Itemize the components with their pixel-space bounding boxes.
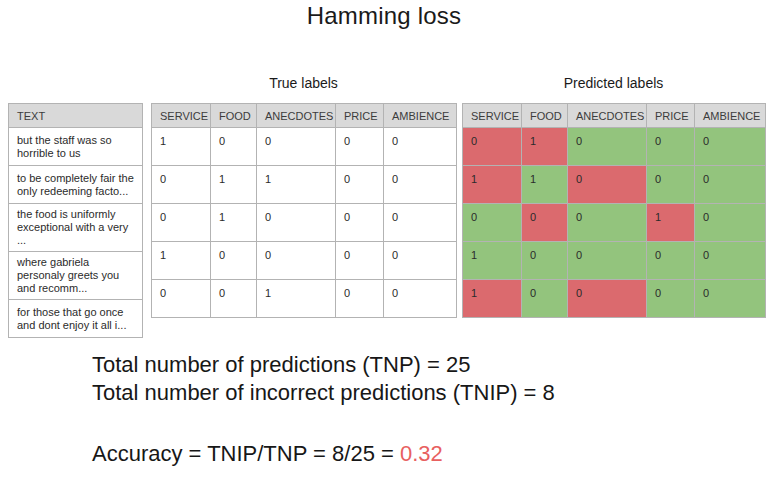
predicted-table-row: 00010 [463, 204, 766, 242]
true-label-cell: 0 [152, 166, 211, 204]
true-label-cell: 0 [257, 204, 336, 242]
text-column-header: TEXT [9, 104, 143, 128]
true-label-cell: 0 [384, 204, 457, 242]
summary-block: Total number of predictions (TNP) = 25 T… [92, 351, 555, 468]
predicted-column-header-ambience: AMBIENCE [695, 104, 766, 128]
predicted-label-cell-incorrect: 1 [463, 166, 522, 204]
predicted-label-cell-correct: 0 [695, 166, 766, 204]
true-label-cell: 0 [257, 242, 336, 280]
text-cell: for those that go once and dont enjoy it… [9, 300, 143, 338]
true-table-row: 10000 [152, 128, 457, 166]
predicted-label-cell-correct: 1 [522, 166, 568, 204]
true-label-cell: 0 [384, 166, 457, 204]
text-table-row: but the staff was so horrible to us [9, 128, 143, 166]
text-table-row: to be completely fair the only redeeming… [9, 166, 143, 204]
true-label-cell: 0 [211, 242, 257, 280]
predicted-label-cell-correct: 0 [463, 204, 522, 242]
predicted-label-cell-incorrect: 1 [522, 128, 568, 166]
true-label-cell: 0 [384, 242, 457, 280]
true-label-cell: 0 [336, 166, 384, 204]
true-label-cell: 1 [211, 166, 257, 204]
accuracy-formula: Accuracy = TNIP/TNP = 8/25 = [92, 441, 400, 466]
predicted-label-cell-incorrect: 1 [647, 204, 695, 242]
predicted-labels-table: SERVICEFOODANECDOTESPRICEAMBIENCE 010001… [462, 103, 766, 318]
predicted-label-cell-correct: 0 [522, 242, 568, 280]
tnip-line: Total number of incorrect predictions (T… [92, 379, 555, 407]
text-cell: but the staff was so horrible to us [9, 128, 143, 166]
true-table-row: 10000 [152, 242, 457, 280]
predicted-label-cell-incorrect: 0 [463, 128, 522, 166]
predicted-label-cell-correct: 0 [647, 280, 695, 318]
true-label-cell: 1 [211, 204, 257, 242]
predicted-table-row: 10000 [463, 280, 766, 318]
true-labels-heading: True labels [151, 75, 456, 91]
true-label-cell: 0 [152, 204, 211, 242]
accuracy-line: Accuracy = TNIP/TNP = 8/25 = 0.32 [92, 440, 555, 468]
predicted-label-cell-correct: 1 [463, 242, 522, 280]
true-label-cell: 0 [257, 128, 336, 166]
true-label-cell: 0 [211, 128, 257, 166]
predicted-label-cell-incorrect: 0 [522, 204, 568, 242]
true-label-cell: 0 [211, 280, 257, 318]
text-table-row: the food is uniformly exceptional with a… [9, 204, 143, 252]
predicted-label-cell-correct: 0 [647, 242, 695, 280]
true-column-header-anecdotes: ANECDOTES [257, 104, 336, 128]
predicted-column-header-price: PRICE [647, 104, 695, 128]
predicted-label-cell-correct: 0 [695, 280, 766, 318]
text-cell: where gabriela personaly greets you and … [9, 252, 143, 300]
predicted-label-cell-correct: 0 [695, 242, 766, 280]
true-label-cell: 1 [152, 242, 211, 280]
predicted-labels-heading: Predicted labels [462, 75, 765, 91]
predicted-label-cell-correct: 0 [695, 128, 766, 166]
true-column-header-price: PRICE [336, 104, 384, 128]
text-table-row: where gabriela personaly greets you and … [9, 252, 143, 300]
true-column-header-ambience: AMBIENCE [384, 104, 457, 128]
predicted-label-cell-correct: 0 [522, 280, 568, 318]
accuracy-value: 0.32 [400, 441, 443, 466]
true-header-row: SERVICEFOODANECDOTESPRICEAMBIENCE [152, 104, 457, 128]
text-table: TEXT but the staff was so horrible to us… [8, 103, 143, 338]
true-column-header-service: SERVICE [152, 104, 211, 128]
predicted-column-header-food: FOOD [522, 104, 568, 128]
predicted-column-header-anecdotes: ANECDOTES [568, 104, 647, 128]
predicted-table-row: 11000 [463, 166, 766, 204]
true-label-cell: 0 [336, 204, 384, 242]
text-table-row: for those that go once and dont enjoy it… [9, 300, 143, 338]
true-label-cell: 1 [257, 280, 336, 318]
predicted-label-cell-correct: 0 [647, 166, 695, 204]
tnp-line: Total number of predictions (TNP) = 25 [92, 351, 555, 379]
predicted-label-cell-incorrect: 1 [463, 280, 522, 318]
predicted-label-cell-correct: 0 [647, 128, 695, 166]
true-label-cell: 0 [152, 280, 211, 318]
true-label-cell: 0 [384, 128, 457, 166]
page-title: Hamming loss [0, 2, 768, 30]
predicted-label-cell-correct: 0 [568, 128, 647, 166]
true-table-row: 01000 [152, 204, 457, 242]
predicted-table-row: 01000 [463, 128, 766, 166]
true-label-cell: 0 [336, 242, 384, 280]
predicted-label-cell-incorrect: 0 [568, 280, 647, 318]
true-column-header-food: FOOD [211, 104, 257, 128]
true-label-cell: 0 [336, 128, 384, 166]
true-label-cell: 0 [384, 280, 457, 318]
true-table-row: 01100 [152, 166, 457, 204]
text-table-header-row: TEXT [9, 104, 143, 128]
true-table-row: 00100 [152, 280, 457, 318]
text-cell: to be completely fair the only redeeming… [9, 166, 143, 204]
true-label-cell: 0 [336, 280, 384, 318]
text-cell: the food is uniformly exceptional with a… [9, 204, 143, 252]
true-label-cell: 1 [257, 166, 336, 204]
predicted-table-row: 10000 [463, 242, 766, 280]
predicted-label-cell-correct: 0 [568, 204, 647, 242]
predicted-header-row: SERVICEFOODANECDOTESPRICEAMBIENCE [463, 104, 766, 128]
true-label-cell: 1 [152, 128, 211, 166]
predicted-label-cell-correct: 0 [695, 204, 766, 242]
predicted-label-cell-incorrect: 0 [568, 166, 647, 204]
true-labels-table: SERVICEFOODANECDOTESPRICEAMBIENCE 100000… [151, 103, 457, 318]
predicted-column-header-service: SERVICE [463, 104, 522, 128]
predicted-label-cell-correct: 0 [568, 242, 647, 280]
